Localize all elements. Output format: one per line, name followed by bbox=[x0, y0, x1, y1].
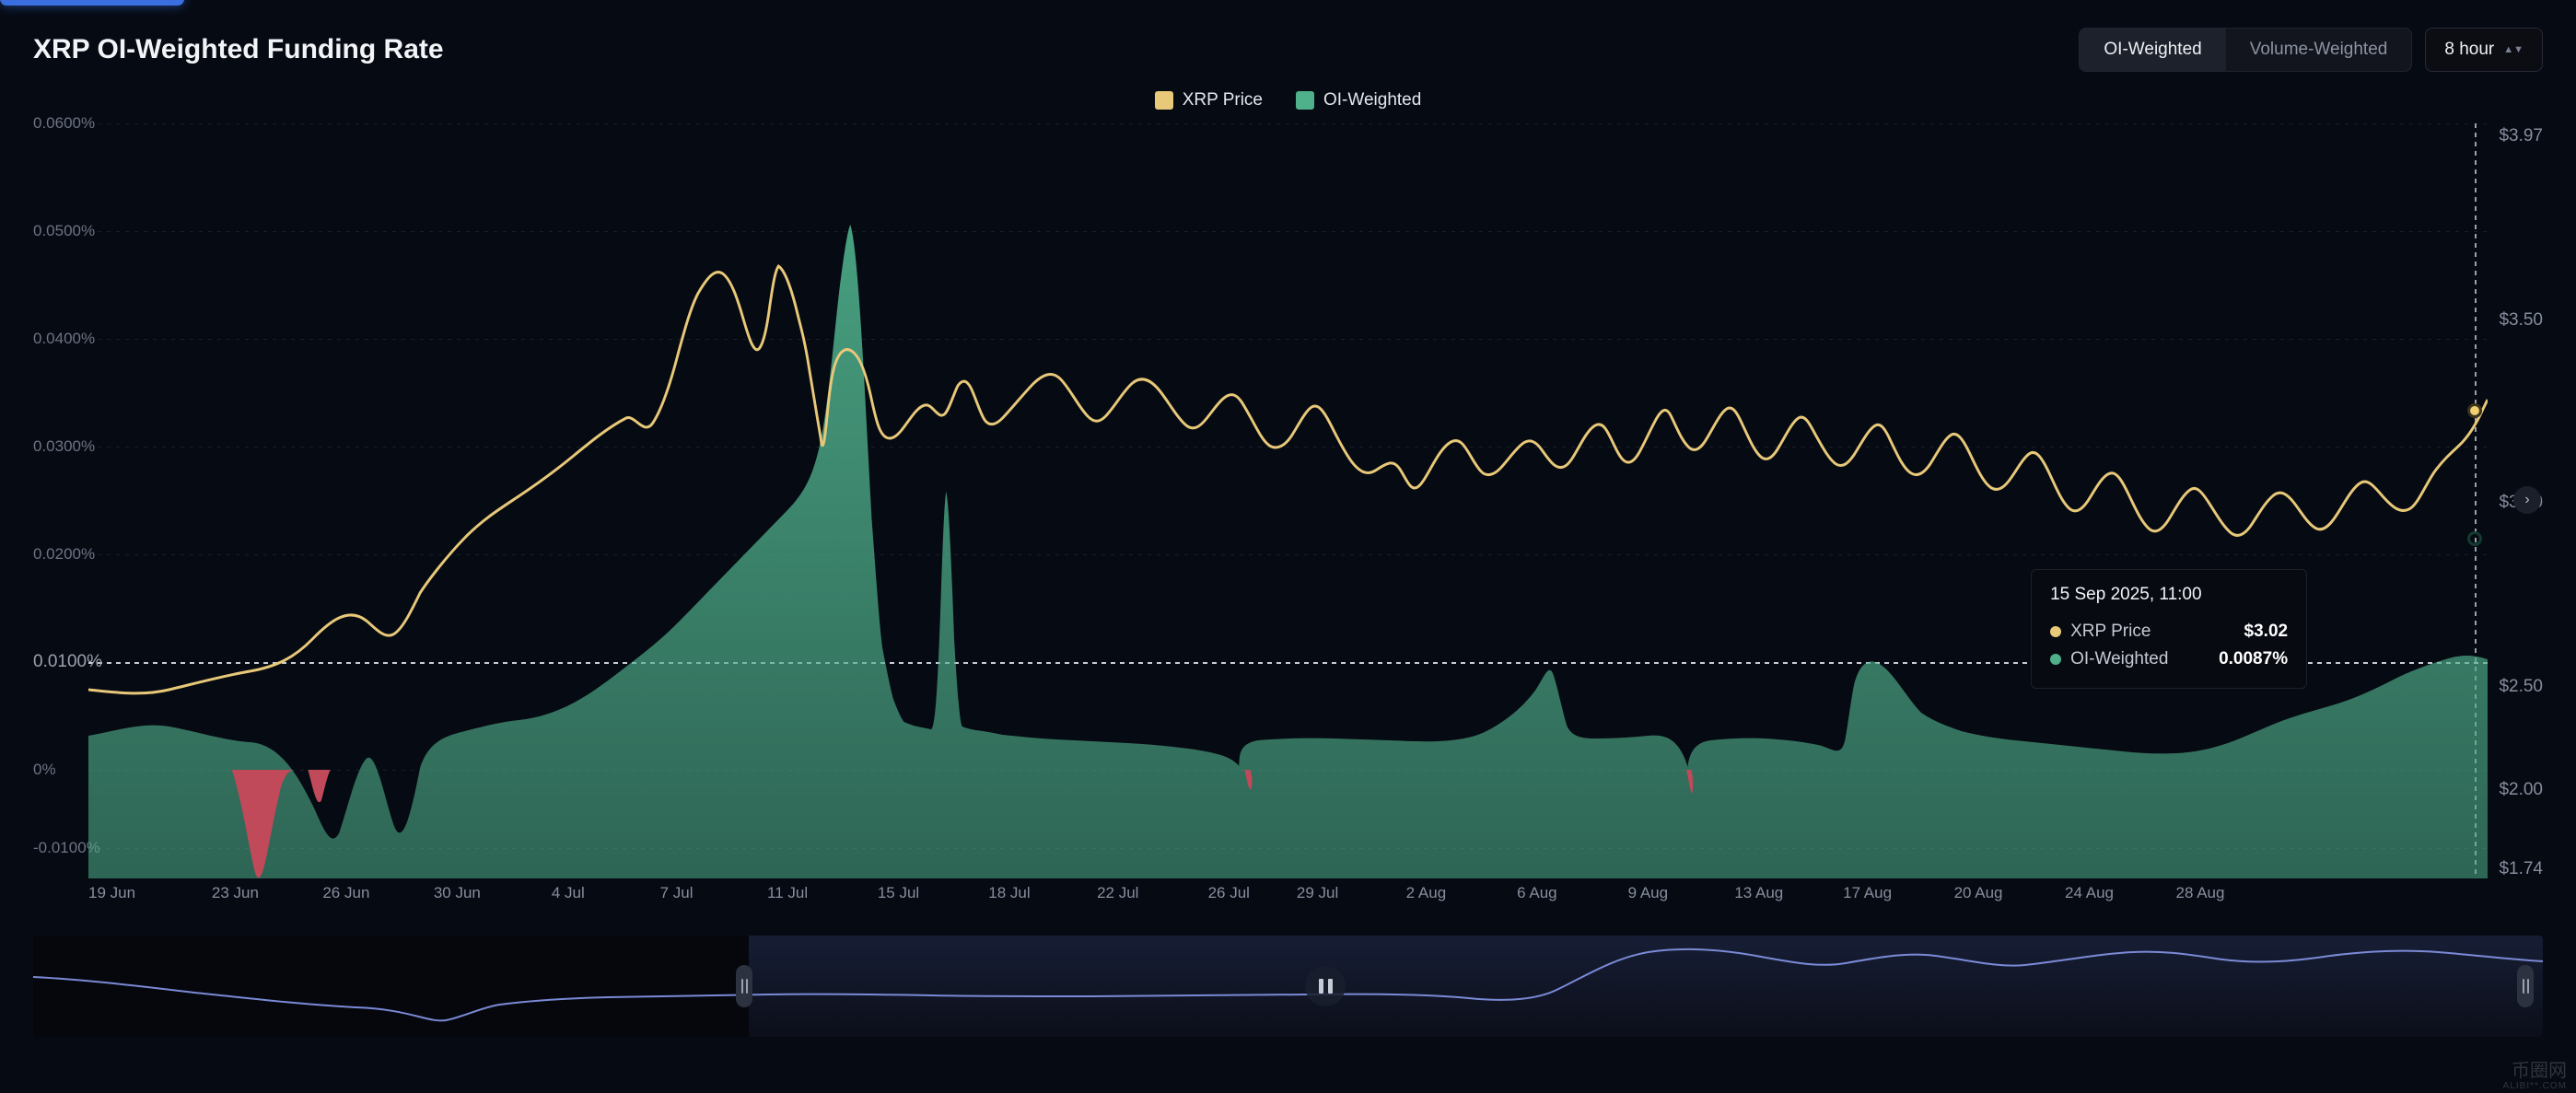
x-axis-tick: 18 Jul bbox=[988, 884, 1030, 902]
x-axis-tick: 17 Aug bbox=[1843, 884, 1892, 902]
brush-pause-button[interactable] bbox=[1305, 966, 1346, 1006]
current-oi-weighted-marker[interactable] bbox=[2467, 531, 2482, 546]
header-controls: OI-Weighted Volume-Weighted 8 hour ▲▼ bbox=[2079, 28, 2543, 72]
main-chart[interactable]: 0.0600% 0.0500% 0.0400% 0.0300% 0.0200% … bbox=[33, 123, 2543, 878]
xrp-price-swatch bbox=[1155, 91, 1173, 110]
toggle-volume-weighted[interactable]: Volume-Weighted bbox=[2226, 29, 2412, 71]
x-axis-tick: 26 Jul bbox=[1208, 884, 1250, 902]
active-tab-indicator[interactable] bbox=[0, 0, 184, 6]
left-axis-tick: 0.0200% bbox=[33, 545, 95, 564]
legend-item-oi-weighted[interactable]: OI-Weighted bbox=[1296, 90, 1421, 110]
left-axis-tick: 0% bbox=[33, 761, 56, 779]
right-axis-tick: $2.50 bbox=[2499, 677, 2543, 697]
legend-item-xrp-price[interactable]: XRP Price bbox=[1155, 90, 1263, 110]
right-axis-tick: $1.74 bbox=[2499, 859, 2543, 879]
x-axis-tick: 9 Aug bbox=[1628, 884, 1669, 902]
left-axis-tick: 0.0300% bbox=[33, 437, 95, 456]
x-axis-tick: 30 Jun bbox=[434, 884, 481, 902]
time-range-brush[interactable] bbox=[33, 936, 2543, 1037]
page-title: XRP OI-Weighted Funding Rate bbox=[33, 34, 444, 65]
oi-weighted-area-positive[interactable] bbox=[88, 225, 2488, 878]
left-axis-tick: 0.0500% bbox=[33, 222, 95, 240]
weighting-toggle-group: OI-Weighted Volume-Weighted bbox=[2079, 28, 2412, 72]
oi-weighted-dot bbox=[2050, 654, 2061, 665]
x-axis-tick: 23 Jun bbox=[212, 884, 259, 902]
toggle-oi-weighted[interactable]: OI-Weighted bbox=[2080, 29, 2225, 71]
right-axis-tick: $3.50 bbox=[2499, 310, 2543, 331]
right-axis-tick: $3.97 bbox=[2499, 126, 2543, 146]
oi-weighted-area-negative[interactable] bbox=[308, 770, 330, 802]
chart-tooltip: 15 Sep 2025, 11:00 XRP Price $3.02 OI-We… bbox=[2031, 569, 2307, 689]
area-line-chart-svg[interactable] bbox=[88, 123, 2488, 878]
x-axis-tick: 20 Aug bbox=[1954, 884, 2003, 902]
chart-legend: XRP Price OI-Weighted bbox=[0, 72, 2576, 116]
period-stepper-icon[interactable]: ▲▼ bbox=[2503, 46, 2524, 53]
x-axis-labels: 19 Jun 23 Jun 26 Jun 30 Jun 4 Jul 7 Jul … bbox=[55, 884, 2521, 908]
brush-mini-chart-svg bbox=[33, 936, 2543, 1037]
x-axis-tick: 7 Jul bbox=[660, 884, 694, 902]
x-axis-tick: 26 Jun bbox=[322, 884, 369, 902]
x-axis-tick: 19 Jun bbox=[88, 884, 135, 902]
tooltip-row-xrp-price: XRP Price $3.02 bbox=[2050, 618, 2288, 645]
tooltip-date: 15 Sep 2025, 11:00 bbox=[2050, 585, 2288, 605]
period-dropdown[interactable]: 8 hour ▲▼ bbox=[2425, 28, 2543, 72]
x-axis-tick: 2 Aug bbox=[1406, 884, 1447, 902]
tooltip-row-oi-weighted: OI-Weighted 0.0087% bbox=[2050, 645, 2288, 673]
x-axis-tick: 11 Jul bbox=[767, 884, 808, 902]
xrp-price-dot bbox=[2050, 626, 2061, 637]
site-watermark: 币圈网 ALIBI**.COM bbox=[2503, 1061, 2567, 1091]
current-xrp-price-marker[interactable] bbox=[2467, 403, 2482, 418]
oi-weighted-swatch bbox=[1296, 91, 1314, 110]
x-axis-tick: 13 Aug bbox=[1734, 884, 1783, 902]
x-axis-tick: 29 Jul bbox=[1297, 884, 1338, 902]
left-axis-tick: 0.0400% bbox=[33, 330, 95, 348]
header-bar: XRP OI-Weighted Funding Rate OI-Weighted… bbox=[0, 0, 2576, 72]
left-axis-tick: 0.0600% bbox=[33, 114, 95, 133]
x-axis-tick: 24 Aug bbox=[2065, 884, 2114, 902]
chart-scroll-right-button[interactable]: › bbox=[2513, 486, 2541, 514]
x-axis-tick: 6 Aug bbox=[1517, 884, 1557, 902]
x-axis-tick: 22 Jul bbox=[1097, 884, 1138, 902]
brush-handle-left[interactable] bbox=[736, 965, 752, 1007]
brush-line bbox=[33, 949, 2543, 1021]
brush-handle-right[interactable] bbox=[2517, 965, 2534, 1007]
x-axis-tick: 4 Jul bbox=[552, 884, 585, 902]
x-axis-tick: 28 Aug bbox=[2176, 884, 2225, 902]
right-axis-tick: $2.00 bbox=[2499, 780, 2543, 800]
x-axis-tick: 15 Jul bbox=[878, 884, 919, 902]
